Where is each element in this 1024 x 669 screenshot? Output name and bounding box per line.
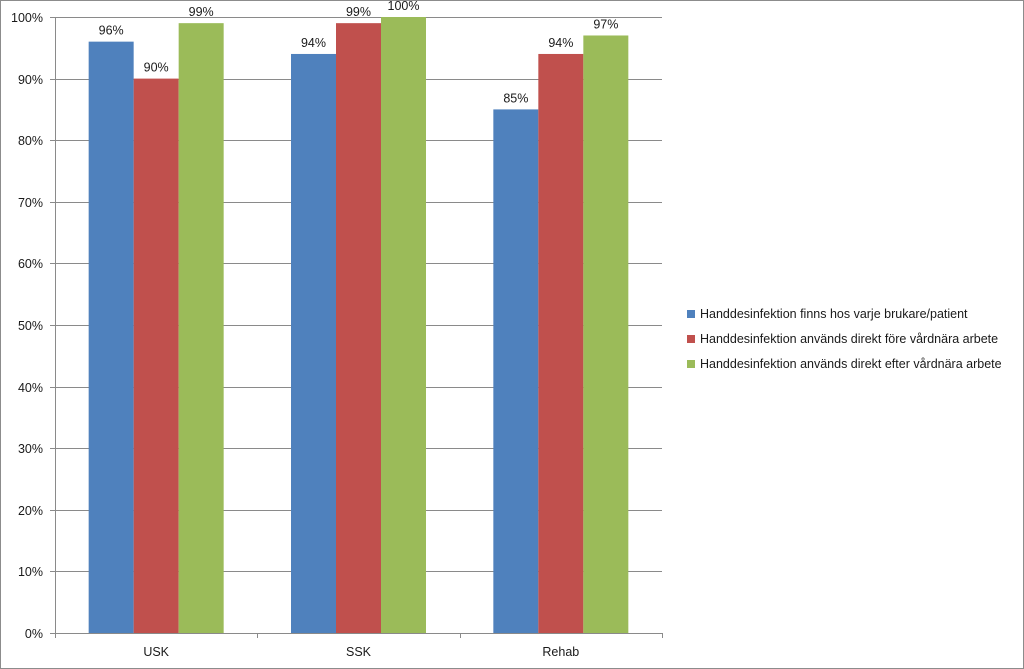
legend-label-series-2: Handdesinfektion används direkt före vår… (700, 331, 999, 346)
y-tick-label: 70% (18, 196, 43, 210)
bar (583, 35, 629, 634)
y-tick-label: 50% (18, 319, 43, 333)
bar (133, 78, 179, 634)
y-tick-label: 80% (18, 134, 43, 148)
bar (88, 41, 134, 633)
bar (538, 53, 584, 633)
y-tick-label: 30% (18, 442, 43, 456)
y-tick-label: 40% (18, 381, 43, 395)
bar (493, 109, 539, 633)
data-label: 94% (548, 36, 573, 50)
bar (381, 17, 426, 633)
bar (336, 23, 381, 634)
legend-swatch-series-3 (687, 359, 695, 368)
legend: Handdesinfektion finns hos varje brukare… (687, 301, 1022, 376)
bar (291, 53, 336, 633)
data-label: 99% (189, 5, 214, 19)
legend-label-series-1: Handdesinfektion finns hos varje brukare… (700, 306, 968, 321)
legend-label-series-3: Handdesinfektion används direkt efter vå… (700, 356, 1002, 371)
legend-item-series-1: Handdesinfektion finns hos varje brukare… (687, 301, 1022, 326)
y-tick-label: 20% (18, 504, 43, 518)
legend-swatch-series-2 (687, 334, 695, 343)
data-label: 96% (99, 24, 124, 38)
data-label: 90% (144, 61, 169, 75)
y-tick-label: 0% (25, 627, 43, 641)
bar (178, 23, 224, 634)
category-label: USK (143, 645, 169, 659)
y-tick-label: 100% (11, 11, 43, 25)
y-tick-label: 90% (18, 73, 43, 87)
category-label: SSK (346, 645, 372, 659)
data-label: 99% (346, 5, 371, 19)
data-label: 97% (593, 17, 618, 31)
category-label: Rehab (542, 645, 579, 659)
y-tick-label: 10% (18, 565, 43, 579)
data-label: 100% (388, 1, 420, 13)
y-tick-label: 60% (18, 257, 43, 271)
legend-item-series-2: Handdesinfektion används direkt före vår… (687, 326, 1022, 351)
data-label: 85% (503, 91, 528, 105)
legend-item-series-3: Handdesinfektion används direkt efter vå… (687, 351, 1022, 376)
data-label: 94% (301, 36, 326, 50)
legend-swatch-series-1 (687, 309, 695, 318)
